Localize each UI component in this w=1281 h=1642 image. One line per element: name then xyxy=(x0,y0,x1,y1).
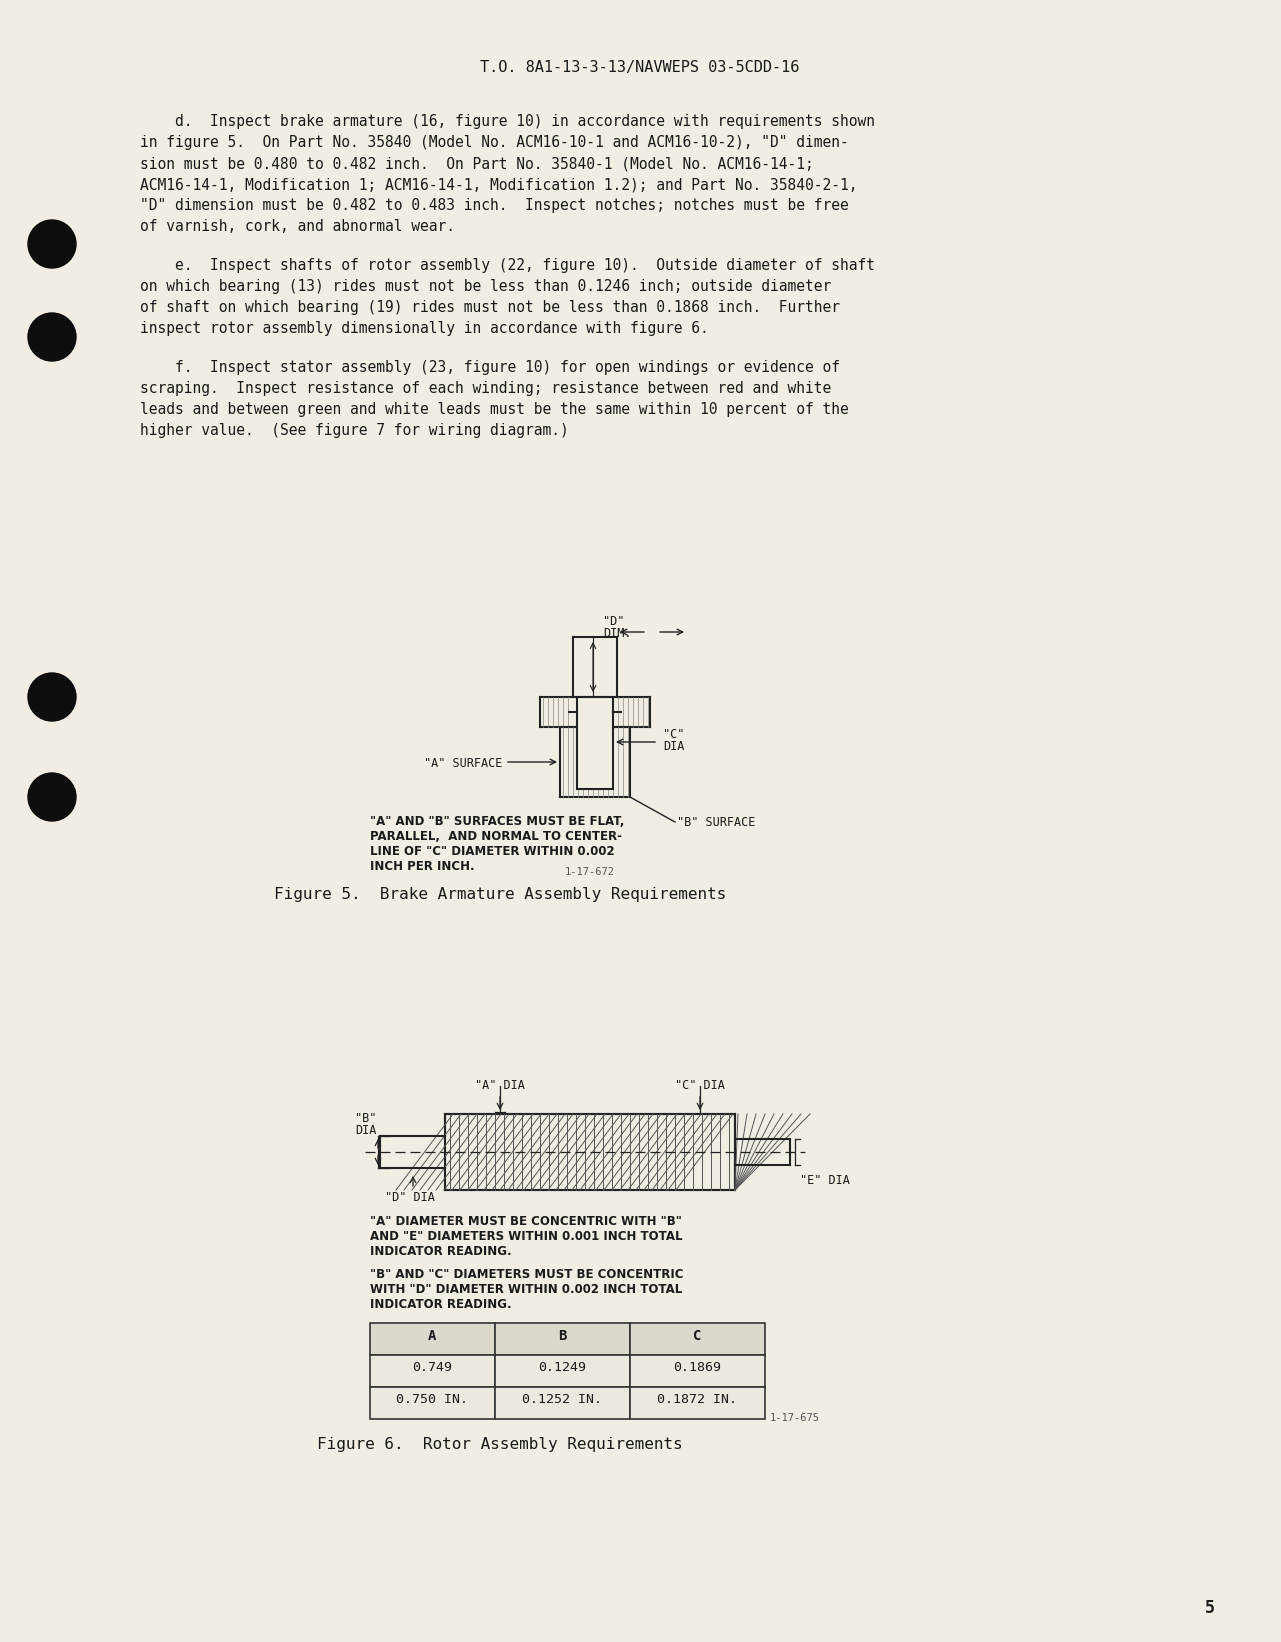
Text: 0.1249: 0.1249 xyxy=(538,1361,585,1374)
Text: e.  Inspect shafts of rotor assembly (22, figure 10).  Outside diameter of shaft: e. Inspect shafts of rotor assembly (22,… xyxy=(140,258,875,273)
Text: "E" DIA: "E" DIA xyxy=(801,1174,849,1187)
Text: 0.1869: 0.1869 xyxy=(673,1361,721,1374)
Text: Figure 5.  Brake Armature Assembly Requirements: Figure 5. Brake Armature Assembly Requir… xyxy=(274,887,726,901)
Text: C: C xyxy=(693,1328,701,1343)
Text: 1-17-672: 1-17-672 xyxy=(565,867,615,877)
Text: of shaft on which bearing (19) rides must not be less than 0.1868 inch.  Further: of shaft on which bearing (19) rides mus… xyxy=(140,300,840,315)
Text: "D" dimension must be 0.482 to 0.483 inch.  Inspect notches; notches must be fre: "D" dimension must be 0.482 to 0.483 inc… xyxy=(140,199,849,213)
Text: B: B xyxy=(557,1328,566,1343)
Circle shape xyxy=(28,314,76,361)
Text: on which bearing (13) rides must not be less than 0.1246 inch; outside diameter: on which bearing (13) rides must not be … xyxy=(140,279,831,294)
Bar xyxy=(576,696,614,790)
Text: inspect rotor assembly dimensionally in accordance with figure 6.: inspect rotor assembly dimensionally in … xyxy=(140,320,708,337)
Circle shape xyxy=(28,773,76,821)
Text: 1-17-675: 1-17-675 xyxy=(770,1414,820,1424)
Circle shape xyxy=(28,220,76,268)
Text: in figure 5.  On Part No. 35840 (Model No. ACM16-10-1 and ACM16-10-2), "D" dimen: in figure 5. On Part No. 35840 (Model No… xyxy=(140,135,849,149)
Text: sion must be 0.480 to 0.482 inch.  On Part No. 35840-1 (Model No. ACM16-14-1;: sion must be 0.480 to 0.482 inch. On Par… xyxy=(140,156,813,171)
Text: DIA: DIA xyxy=(664,741,684,754)
Bar xyxy=(494,1323,630,1355)
Circle shape xyxy=(28,673,76,721)
Text: "B" SURFACE: "B" SURFACE xyxy=(676,816,756,829)
Text: "C" DIA: "C" DIA xyxy=(675,1079,725,1092)
Text: A: A xyxy=(428,1328,437,1343)
Text: PARALLEL,  AND NORMAL TO CENTER-: PARALLEL, AND NORMAL TO CENTER- xyxy=(370,829,623,842)
Bar xyxy=(630,1323,765,1355)
Text: f.  Inspect stator assembly (23, figure 10) for open windings or evidence of: f. Inspect stator assembly (23, figure 1… xyxy=(140,360,840,374)
Text: "B": "B" xyxy=(355,1112,377,1125)
Bar xyxy=(370,1323,494,1355)
Text: Figure 6.  Rotor Assembly Requirements: Figure 6. Rotor Assembly Requirements xyxy=(318,1437,683,1452)
Text: ACM16-14-1, Modification 1; ACM16-14-1, Modification 1.2); and Part No. 35840-2-: ACM16-14-1, Modification 1; ACM16-14-1, … xyxy=(140,177,857,192)
Text: higher value.  (See figure 7 for wiring diagram.): higher value. (See figure 7 for wiring d… xyxy=(140,424,569,438)
Bar xyxy=(630,1387,765,1419)
Text: DIA: DIA xyxy=(355,1125,377,1136)
Text: DIM.: DIM. xyxy=(603,627,632,640)
Text: INDICATOR READING.: INDICATOR READING. xyxy=(370,1245,511,1258)
Bar xyxy=(370,1387,494,1419)
Text: AND "E" DIAMETERS WITHIN 0.001 INCH TOTAL: AND "E" DIAMETERS WITHIN 0.001 INCH TOTA… xyxy=(370,1230,683,1243)
Text: 5: 5 xyxy=(1205,1599,1214,1617)
Text: 0.749: 0.749 xyxy=(412,1361,452,1374)
Text: LINE OF "C" DIAMETER WITHIN 0.002: LINE OF "C" DIAMETER WITHIN 0.002 xyxy=(370,846,615,859)
Text: "B" AND "C" DIAMETERS MUST BE CONCENTRIC: "B" AND "C" DIAMETERS MUST BE CONCENTRIC xyxy=(370,1268,684,1281)
Bar xyxy=(370,1355,494,1387)
Text: "A" DIAMETER MUST BE CONCENTRIC WITH "B": "A" DIAMETER MUST BE CONCENTRIC WITH "B" xyxy=(370,1215,681,1228)
Bar xyxy=(445,1113,735,1190)
Text: "A" AND "B" SURFACES MUST BE FLAT,: "A" AND "B" SURFACES MUST BE FLAT, xyxy=(370,814,624,828)
Bar xyxy=(630,1355,765,1387)
Text: "A" SURFACE: "A" SURFACE xyxy=(424,757,502,770)
Text: T.O. 8A1-13-3-13/NAVWEPS 03-5CDD-16: T.O. 8A1-13-3-13/NAVWEPS 03-5CDD-16 xyxy=(480,61,799,76)
Text: leads and between green and white leads must be the same within 10 percent of th: leads and between green and white leads … xyxy=(140,402,849,417)
Text: d.  Inspect brake armature (16, figure 10) in accordance with requirements shown: d. Inspect brake armature (16, figure 10… xyxy=(140,113,875,130)
Text: of varnish, cork, and abnormal wear.: of varnish, cork, and abnormal wear. xyxy=(140,218,455,235)
Text: scraping.  Inspect resistance of each winding; resistance between red and white: scraping. Inspect resistance of each win… xyxy=(140,381,831,396)
Text: INCH PER INCH.: INCH PER INCH. xyxy=(370,860,475,874)
Text: INDICATOR READING.: INDICATOR READING. xyxy=(370,1297,511,1310)
Text: "D" DIA: "D" DIA xyxy=(386,1190,434,1204)
Text: 0.1252 IN.: 0.1252 IN. xyxy=(521,1392,602,1406)
Text: "C": "C" xyxy=(664,727,684,741)
Text: 0.750 IN.: 0.750 IN. xyxy=(396,1392,468,1406)
Text: WITH "D" DIAMETER WITHIN 0.002 INCH TOTAL: WITH "D" DIAMETER WITHIN 0.002 INCH TOTA… xyxy=(370,1282,683,1296)
Bar xyxy=(494,1387,630,1419)
Text: 0.1872 IN.: 0.1872 IN. xyxy=(657,1392,737,1406)
Text: "A" DIA: "A" DIA xyxy=(475,1079,525,1092)
Text: "D": "D" xyxy=(603,616,624,627)
Bar xyxy=(494,1355,630,1387)
